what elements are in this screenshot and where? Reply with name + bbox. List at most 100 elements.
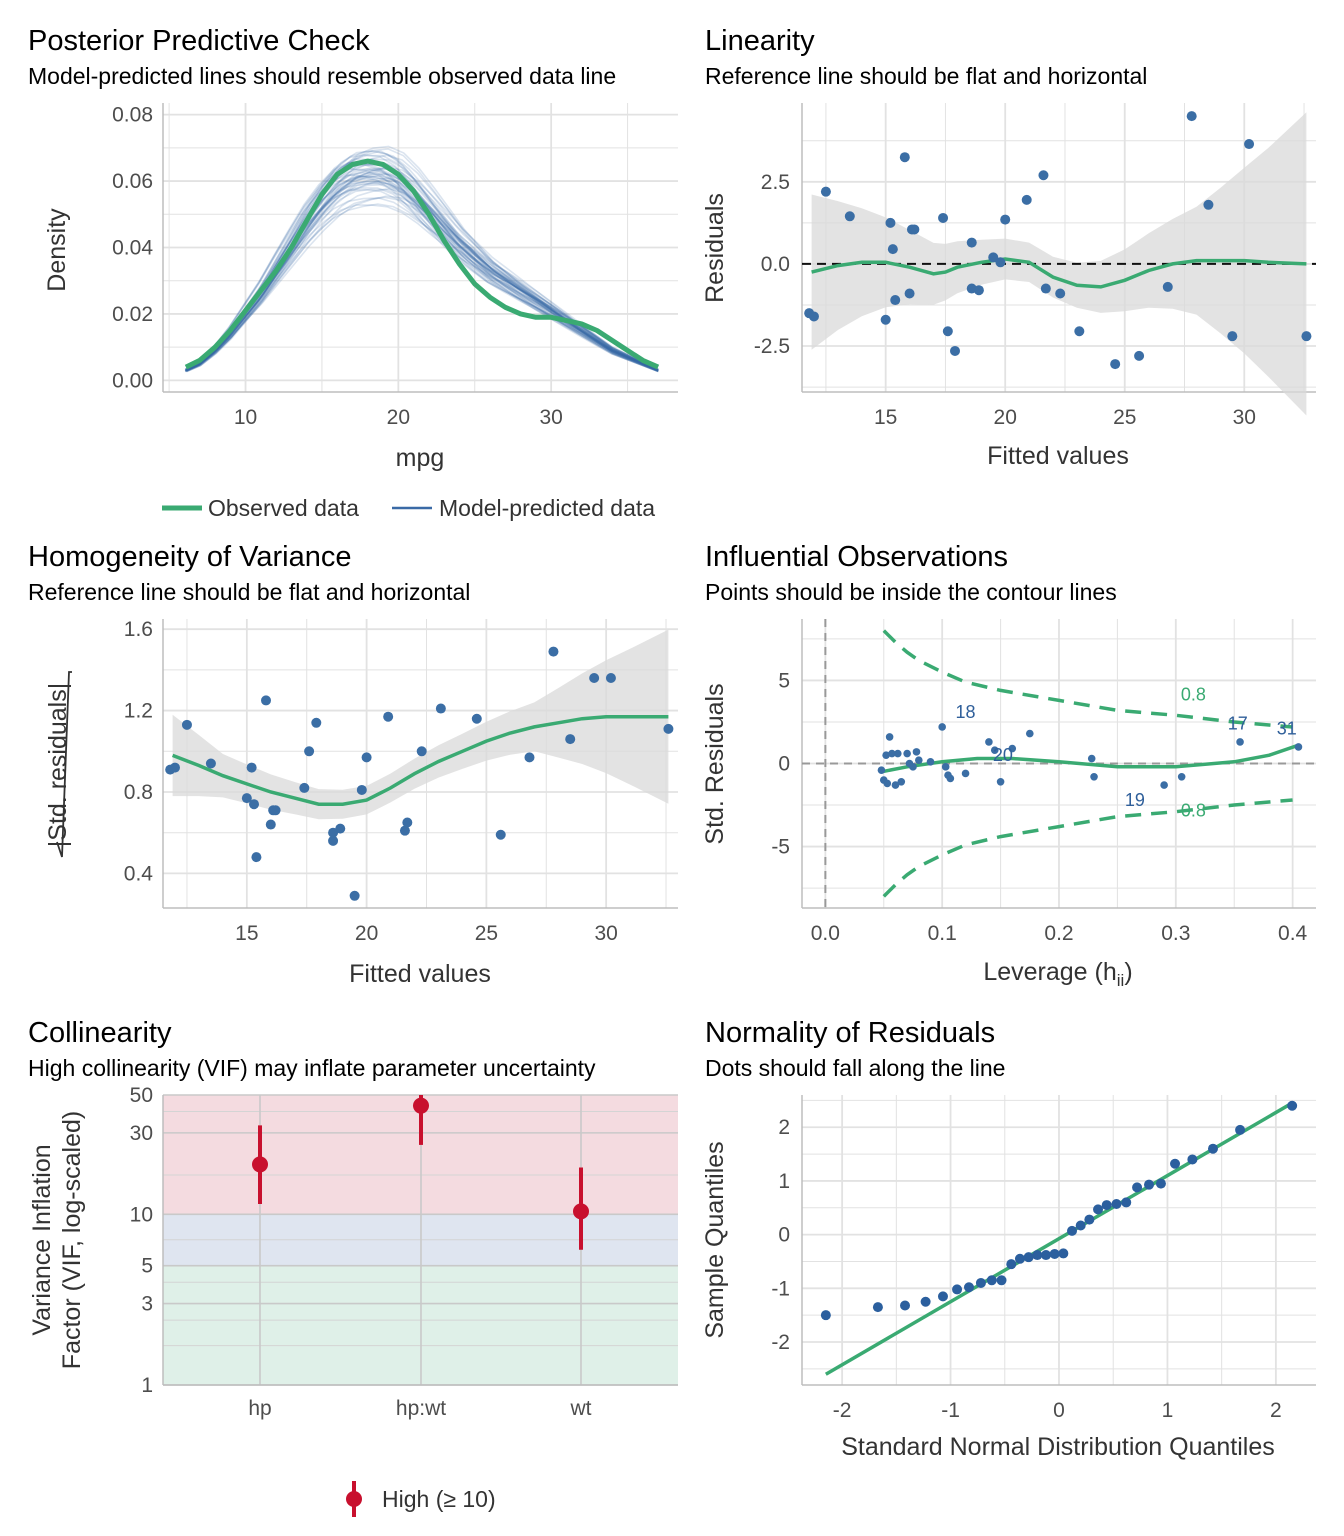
ppc-subtitle: Model-predicted lines should resemble ob… xyxy=(28,63,616,89)
influence-point xyxy=(888,749,896,758)
normality-x-tick-label: 0 xyxy=(1053,1399,1065,1422)
legend-observed-label: Observed data xyxy=(208,495,359,521)
ppc-y-tick-label: 0.02 xyxy=(112,303,153,326)
qq-point xyxy=(820,1310,831,1321)
legend-predicted-label: Model-predicted data xyxy=(439,495,655,521)
linearity-smooth-line xyxy=(811,257,1307,289)
std-residual-point xyxy=(589,673,600,684)
normality-y-tick-label: 2 xyxy=(778,1116,790,1139)
homogeneity-y-tick-label: 1.2 xyxy=(124,700,153,723)
homogeneity-title: Homogeneity of Variance xyxy=(28,541,351,573)
linearity-y-tick-label: 2.5 xyxy=(761,171,790,194)
predicted-draw-line xyxy=(185,167,659,373)
panel-collinearity: Collinearity High collinearity (VIF) may… xyxy=(28,1017,678,1517)
residual-point xyxy=(988,252,999,263)
influence-point xyxy=(909,763,917,771)
influence-x-tick-label: 0.4 xyxy=(1278,922,1308,945)
panel-homogeneity: Homogeneity of Variance Reference line s… xyxy=(28,541,678,988)
qq-point xyxy=(1235,1124,1246,1135)
qq-point xyxy=(1287,1100,1298,1111)
std-residual-point xyxy=(299,782,310,793)
influence-point xyxy=(891,781,900,789)
linearity-y-tick-label: 0.0 xyxy=(761,253,790,276)
residual-point xyxy=(1301,331,1312,342)
influence-point xyxy=(1294,743,1303,751)
vif-point-hp xyxy=(252,1156,268,1173)
std-residual-point xyxy=(181,719,192,730)
homogeneity-y-axis-text: |Std. residuals| xyxy=(44,683,72,847)
residual-point xyxy=(808,311,819,322)
std-residual-point xyxy=(402,817,413,828)
std-residual-point xyxy=(311,717,322,728)
std-residual-point xyxy=(416,746,427,757)
influence-point xyxy=(941,763,950,771)
normality-x-axis-label: Standard Normal Distribution Quantiles xyxy=(841,1433,1275,1461)
residual-point xyxy=(938,212,949,223)
influence-point xyxy=(996,777,1005,786)
residual-point xyxy=(1000,214,1011,225)
ppc-y-tick-label: 0.00 xyxy=(112,369,153,392)
predicted-draw-line xyxy=(185,188,659,371)
influence-point xyxy=(885,733,894,741)
normality-subtitle: Dots should fall along the line xyxy=(705,1055,1005,1081)
ppc-plot-area: 10 20 30 0.00 0.02 0.04 0.06 0.08 xyxy=(112,103,678,429)
qq-point xyxy=(1058,1248,1069,1259)
influence-point xyxy=(1177,772,1186,781)
std-residual-point xyxy=(349,890,360,901)
influence-x-tick-label: 0.0 xyxy=(811,922,840,945)
qq-point xyxy=(1101,1200,1112,1211)
residual-point xyxy=(950,345,961,356)
influence-point xyxy=(1236,738,1244,746)
ppc-x-axis-label: mpg xyxy=(396,444,445,472)
residual-point xyxy=(1227,331,1238,342)
std-residual-point xyxy=(663,723,674,734)
linearity-x-axis-label: Fitted values xyxy=(987,442,1129,470)
normality-x-tick-label: -1 xyxy=(941,1399,960,1422)
influence-point xyxy=(938,723,946,731)
influence-point xyxy=(903,749,911,758)
cooks-distance-upper-contour xyxy=(882,629,1293,729)
residual-point xyxy=(1110,359,1121,370)
influence-y-tick-label: 0 xyxy=(778,753,790,776)
influence-x-tick-label: 0.2 xyxy=(1044,922,1073,945)
normality-x-tick-label: 2 xyxy=(1270,1399,1282,1422)
ppc-y-tick-label: 0.08 xyxy=(112,104,153,127)
legend-high-label: High (≥ 10) xyxy=(382,1486,496,1512)
collinearity-y-tick-label: 5 xyxy=(141,1255,153,1278)
influence-point xyxy=(915,756,923,764)
predicted-draw-line xyxy=(186,204,659,371)
qq-point xyxy=(900,1300,911,1311)
std-residual-point xyxy=(524,752,535,763)
influence-point-label: 17 xyxy=(1228,714,1248,734)
std-residual-point xyxy=(270,805,281,816)
collinearity-legend: High (≥ 10) xyxy=(346,1481,496,1517)
std-residual-point xyxy=(251,852,262,863)
qq-point xyxy=(1132,1182,1143,1193)
std-residual-point xyxy=(565,734,576,745)
residual-point xyxy=(1203,199,1214,210)
contour-label-upper: 0.8 xyxy=(1181,684,1206,704)
legend-high-dot xyxy=(346,1491,362,1507)
qq-point xyxy=(1006,1259,1017,1270)
homogeneity-smooth-line xyxy=(171,714,669,806)
qq-point xyxy=(1023,1252,1034,1263)
predicted-draw-line xyxy=(184,161,659,371)
linearity-x-tick-label: 20 xyxy=(994,406,1017,429)
normality-y-axis-label: Sample Quantiles xyxy=(701,1141,729,1338)
cooks-distance-lower-contour xyxy=(882,798,1293,898)
homogeneity-plot-area: 15 20 25 30 0.4 0.8 1.2 1.6 xyxy=(124,618,678,945)
qq-point xyxy=(1187,1154,1198,1165)
std-residual-point xyxy=(399,825,410,836)
linearity-x-tick-label: 25 xyxy=(1113,406,1136,429)
predicted-draw-line xyxy=(186,145,659,372)
qq-point xyxy=(963,1282,974,1293)
collinearity-y-tick-label: 3 xyxy=(141,1293,153,1316)
qq-point xyxy=(996,1275,1007,1286)
residual-point xyxy=(1038,170,1049,181)
qq-point xyxy=(1014,1253,1025,1264)
influence-point xyxy=(877,766,886,774)
qq-point xyxy=(952,1284,963,1295)
std-residual-point xyxy=(241,793,252,804)
predicted-draw-line xyxy=(184,150,659,373)
predicted-draw-line xyxy=(186,173,659,372)
